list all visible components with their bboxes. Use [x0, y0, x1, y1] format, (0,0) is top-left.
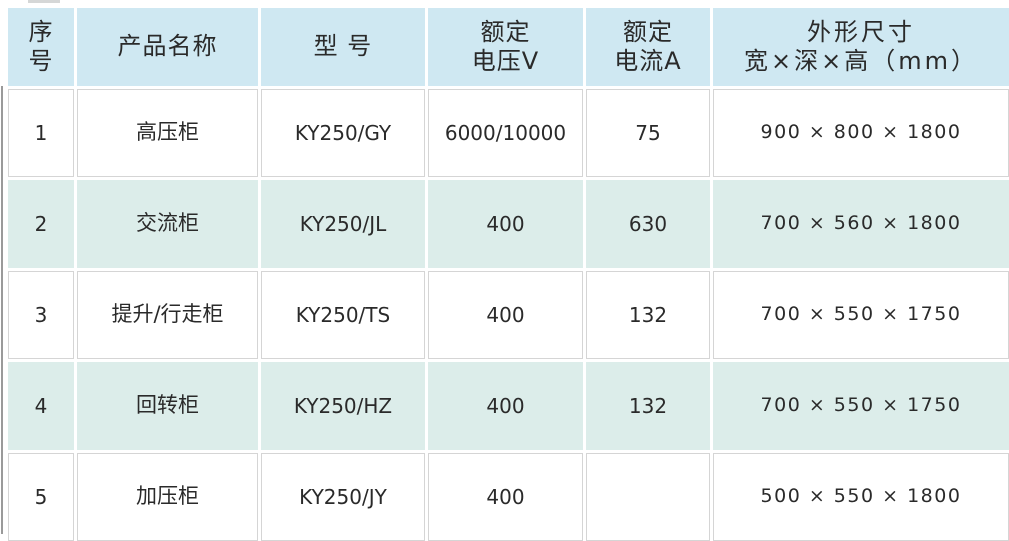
row2-cell-index: 2 [8, 180, 74, 268]
row3-cell-product: 提升/行走柜 [77, 271, 258, 359]
row1-cell-dimensions: 900 × 800 × 1800 [713, 89, 1009, 177]
col-header-dimensions-line1: 外形尺寸 [807, 17, 915, 46]
page-edge-line [1, 86, 3, 534]
row5-cell-product: 加压柜 [77, 453, 258, 541]
row3-cell-model: KY250/TS [261, 271, 425, 359]
row5-cell-voltage: 400 [428, 453, 583, 541]
col-header-dimensions-line2: 宽×深×高（mm） [744, 47, 978, 75]
col-header-model-label: 型 号 [313, 32, 373, 61]
col-header-dimensions: 外形尺寸 宽×深×高（mm） [713, 8, 1009, 86]
row4-cell-index: 4 [8, 362, 74, 450]
scan-artifact [28, 0, 60, 3]
row3-cell-dimensions: 700 × 550 × 1750 [713, 271, 1009, 359]
col-header-index-line2: 号 [28, 47, 54, 75]
row3-cell-index: 3 [8, 271, 74, 359]
product-spec-table: 序 号 产品名称 型 号 额定 电压V 额定 电流A 外形尺寸 宽×深×高（mm… [8, 8, 1009, 541]
row5-cell-current [586, 453, 710, 541]
row4-cell-model: KY250/HZ [261, 362, 425, 450]
row3-cell-voltage: 400 [428, 271, 583, 359]
col-header-current-line2: 电流A [614, 47, 682, 75]
col-header-current-line1: 额定 [623, 17, 673, 46]
row2-cell-voltage: 400 [428, 180, 583, 268]
row1-cell-voltage: 6000/10000 [428, 89, 583, 177]
row4-cell-product: 回转柜 [77, 362, 258, 450]
row5-cell-index: 5 [8, 453, 74, 541]
row2-cell-product: 交流柜 [77, 180, 258, 268]
row4-cell-voltage: 400 [428, 362, 583, 450]
row2-cell-model: KY250/JL [261, 180, 425, 268]
row3-cell-current: 132 [586, 271, 710, 359]
col-header-index: 序 号 [8, 8, 74, 86]
col-header-voltage-line1: 额定 [480, 17, 531, 46]
col-header-voltage: 额定 电压V [428, 8, 583, 86]
row2-cell-current: 630 [586, 180, 710, 268]
row4-cell-dimensions: 700 × 550 × 1750 [713, 362, 1009, 450]
col-header-current: 额定 电流A [586, 8, 710, 86]
col-header-model: 型 号 [261, 8, 425, 86]
col-header-voltage-line2: 电压V [471, 47, 540, 75]
col-header-index-line1: 序 [28, 17, 54, 46]
row4-cell-current: 132 [586, 362, 710, 450]
row2-cell-dimensions: 700 × 560 × 1800 [713, 180, 1009, 268]
col-header-product-label: 产品名称 [117, 32, 218, 61]
row5-cell-dimensions: 500 × 550 × 1800 [713, 453, 1009, 541]
row1-cell-index: 1 [8, 89, 74, 177]
row1-cell-product: 高压柜 [77, 89, 258, 177]
row5-cell-model: KY250/JY [261, 453, 425, 541]
row1-cell-model: KY250/GY [261, 89, 425, 177]
row1-cell-current: 75 [586, 89, 710, 177]
col-header-product: 产品名称 [77, 8, 258, 86]
